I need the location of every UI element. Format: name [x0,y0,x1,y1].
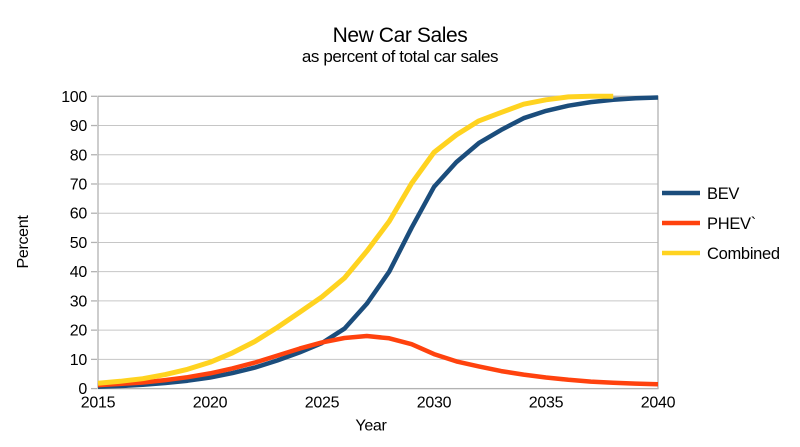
chart-subtitle: as percent of total car sales [301,46,499,66]
x-tick-label: 2025 [305,395,340,412]
series-line-combined [97,93,614,386]
y-tick-label: 60 [70,206,88,223]
y-tick-label: 70 [70,176,88,193]
legend-label: BEV [707,185,739,203]
series-line-bev [97,95,659,390]
y-tick-label: 100 [61,89,87,106]
chart-title: New Car Sales [332,24,468,47]
title-block: New Car Sales as percent of total car sa… [0,24,800,66]
y-tick-label: 0 [78,381,87,398]
y-tick-label: 30 [70,293,88,310]
y-tick-label: 20 [70,323,88,340]
legend-label: Combined [707,245,780,263]
x-tick-label: 2015 [81,395,116,412]
legend-label: PHEV` [707,215,756,233]
x-tick-label: 2020 [193,395,228,412]
y-tick-label: 50 [70,235,88,252]
y-axis-title: Percent [15,215,32,269]
y-tick-label: 80 [70,147,88,164]
x-axis-title: Year [355,418,387,435]
plot-frame [97,95,659,390]
y-tick-label: 40 [70,264,88,281]
y-tick-label: 10 [70,352,88,369]
series-line-phev [97,333,659,388]
x-tick-label: 2030 [417,395,452,412]
x-tick-label: 2040 [641,395,676,412]
x-tick-label: 2035 [529,395,564,412]
y-tick-label: 90 [70,118,88,135]
